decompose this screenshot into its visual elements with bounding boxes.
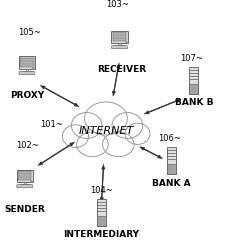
Bar bbox=[189, 67, 199, 94]
Text: 101~: 101~ bbox=[40, 120, 63, 129]
FancyBboxPatch shape bbox=[112, 46, 127, 49]
Text: INTERMEDIARY: INTERMEDIARY bbox=[63, 230, 139, 239]
Text: INTERNET: INTERNET bbox=[78, 126, 134, 136]
Text: 102~: 102~ bbox=[16, 141, 38, 150]
Ellipse shape bbox=[112, 112, 143, 138]
Bar bbox=[189, 84, 199, 94]
Bar bbox=[114, 45, 124, 46]
Text: RECEIVER: RECEIVER bbox=[97, 66, 146, 74]
Text: 107~: 107~ bbox=[180, 54, 203, 63]
Bar bbox=[113, 32, 126, 41]
Bar bbox=[97, 216, 106, 226]
Bar bbox=[97, 199, 106, 226]
Text: 105~: 105~ bbox=[18, 28, 41, 37]
Bar bbox=[118, 43, 121, 45]
Text: PROXY: PROXY bbox=[10, 91, 44, 100]
Bar bbox=[22, 70, 32, 72]
Ellipse shape bbox=[125, 123, 150, 144]
FancyBboxPatch shape bbox=[17, 185, 33, 188]
Text: 103~: 103~ bbox=[106, 0, 129, 9]
Bar bbox=[167, 164, 176, 174]
Bar bbox=[20, 184, 30, 185]
Ellipse shape bbox=[103, 132, 134, 157]
Bar bbox=[18, 171, 31, 180]
Bar bbox=[111, 30, 128, 43]
Ellipse shape bbox=[71, 112, 102, 138]
Text: BANK B: BANK B bbox=[175, 98, 213, 108]
Ellipse shape bbox=[77, 132, 108, 157]
Bar bbox=[24, 182, 26, 184]
Ellipse shape bbox=[62, 125, 89, 148]
Bar bbox=[19, 56, 35, 69]
Text: SENDER: SENDER bbox=[4, 204, 45, 214]
Bar bbox=[26, 69, 28, 70]
FancyBboxPatch shape bbox=[19, 72, 35, 74]
Bar bbox=[20, 58, 34, 67]
Bar bbox=[17, 170, 33, 182]
Text: BANK A: BANK A bbox=[152, 178, 191, 188]
Text: 104~: 104~ bbox=[90, 186, 113, 195]
Text: 106~: 106~ bbox=[158, 134, 181, 143]
Ellipse shape bbox=[85, 102, 127, 135]
Bar bbox=[167, 148, 176, 174]
